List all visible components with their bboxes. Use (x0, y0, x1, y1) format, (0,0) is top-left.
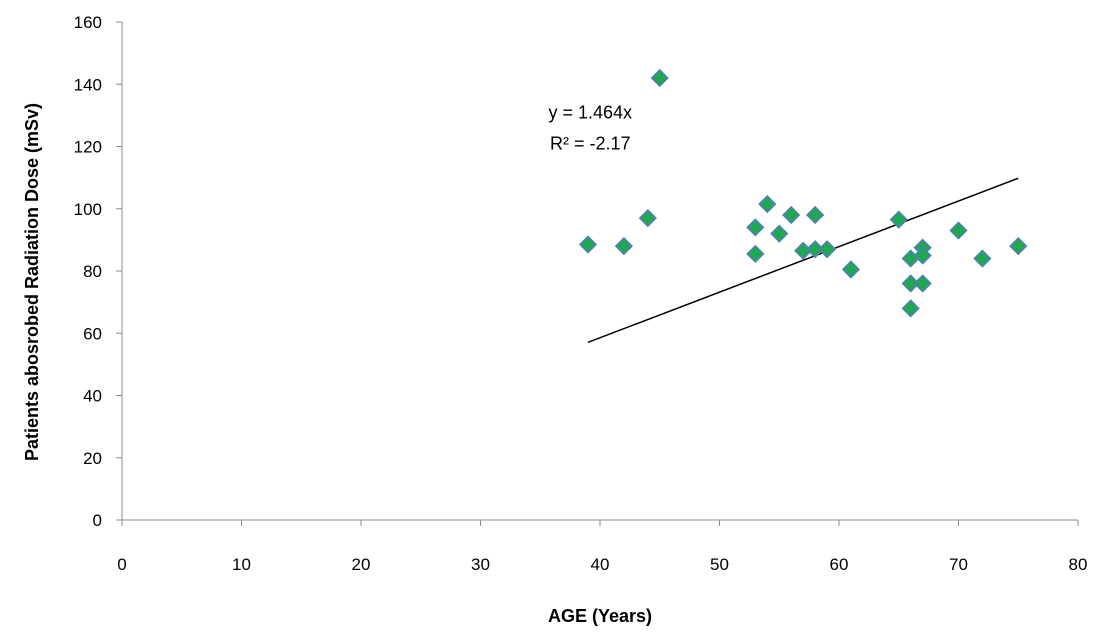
y-tick-label: 80 (83, 262, 102, 281)
y-tick-label: 120 (74, 138, 102, 157)
y-tick-label: 160 (74, 13, 102, 32)
data-point (901, 299, 920, 318)
data-points (578, 68, 1028, 318)
data-point (913, 274, 932, 293)
y-tick-label: 100 (74, 200, 102, 219)
data-point (782, 205, 801, 225)
y-tick-label: 60 (83, 324, 102, 343)
data-point (901, 274, 920, 293)
chart-labels: AGE (Years) Patients abosrobed Radiation… (22, 103, 652, 626)
x-tick-label: 50 (710, 555, 729, 574)
data-point (758, 194, 777, 214)
x-tick-label: 80 (1069, 555, 1088, 574)
y-tick-label: 20 (83, 449, 102, 468)
axes: 0 20 40 60 80 100 120 140 160 0 10 20 30 40 50 60 70 80 (74, 13, 1088, 574)
data-point (817, 240, 837, 259)
trendline-annotation: y = 1.464x (548, 102, 632, 122)
x-tick-label: 40 (591, 555, 610, 574)
y-tick-label: 0 (93, 511, 102, 530)
data-point (949, 221, 968, 240)
y-tick-label: 140 (74, 75, 102, 94)
trendline (587, 177, 1019, 343)
data-point (614, 236, 634, 256)
x-tick-label: 20 (352, 555, 371, 574)
trendline-group (587, 177, 1019, 343)
data-point (770, 224, 789, 243)
x-tick-label: 10 (232, 555, 251, 574)
annotations: y = 1.464x R² = -2.17 (548, 102, 632, 153)
x-tick-label: 0 (117, 555, 126, 574)
data-point (638, 208, 657, 228)
y-tick-label: 40 (83, 387, 102, 406)
data-point (805, 240, 825, 259)
data-point (973, 249, 992, 268)
data-point (746, 244, 765, 264)
data-point (913, 246, 932, 265)
x-tick-label: 70 (949, 555, 968, 574)
data-point (841, 260, 861, 279)
x-tick-label: 60 (830, 555, 849, 574)
data-point (1009, 236, 1028, 256)
data-point (746, 218, 765, 237)
data-point (805, 205, 825, 225)
x-axis-title: AGE (Years) (548, 606, 652, 626)
data-point (578, 235, 598, 254)
trendline-annotation: R² = -2.17 (550, 133, 631, 153)
x-tick-label: 30 (471, 555, 490, 574)
y-axis-title: Patients abosrobed Radiation Dose (mSv) (22, 103, 42, 461)
data-point (889, 210, 908, 229)
data-point (650, 68, 669, 88)
